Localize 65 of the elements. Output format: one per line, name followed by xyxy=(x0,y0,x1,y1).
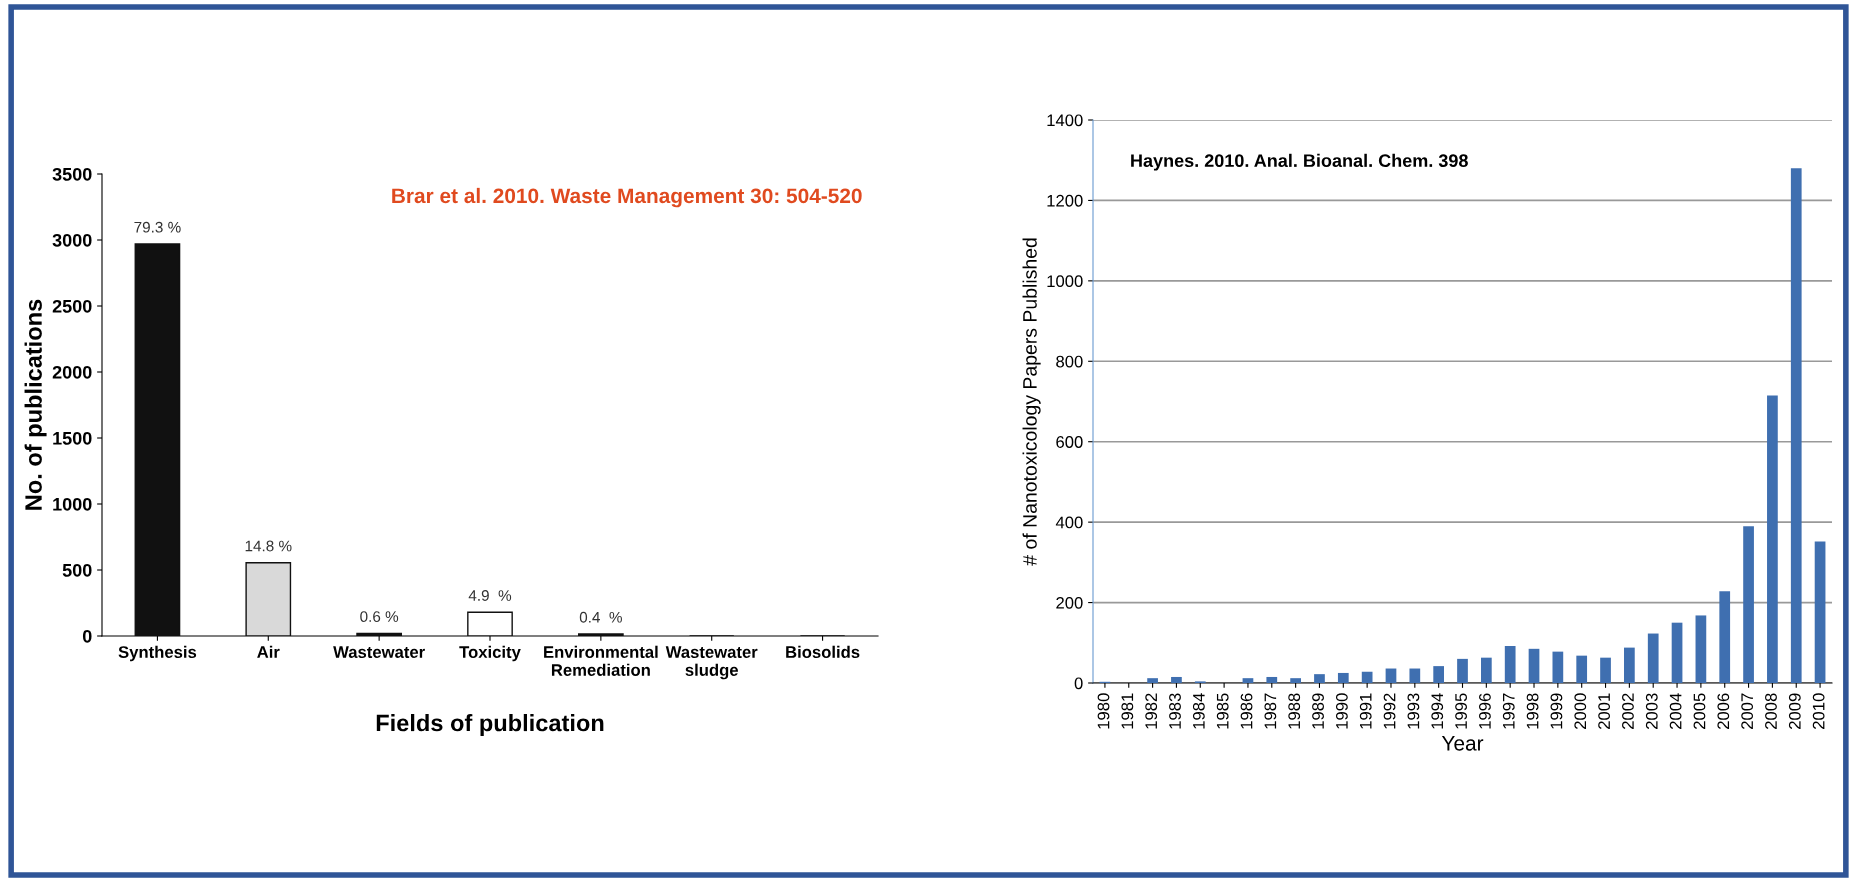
x-tick-label: 2009 xyxy=(1788,693,1801,729)
x-tick-label: 2002 xyxy=(1622,693,1634,729)
x-tick-label: 1996 xyxy=(1479,693,1491,729)
x-tick-label: 1988 xyxy=(1288,693,1301,729)
annotation: Brar et al. 2010. Waste Management 30: 504-520 xyxy=(392,187,862,208)
x-tick-label: 1981 xyxy=(1121,693,1134,729)
y-tick-label: 0 xyxy=(1074,677,1083,690)
x-tick-label: Toxicity xyxy=(459,645,521,662)
y-tick-label: 3000 xyxy=(52,233,92,247)
y-tick-label: 1000 xyxy=(53,497,92,511)
x-axis-title: Fields of publication xyxy=(376,714,604,737)
annotation: 0.6 % xyxy=(360,611,399,623)
y-tick-label: 400 xyxy=(1055,516,1083,529)
y-tick-label: 800 xyxy=(1056,355,1083,368)
y-axis-title: # of Nanotoxicology Papers Published xyxy=(1022,238,1041,566)
x-tick-label: 1982 xyxy=(1145,693,1158,729)
y-tick-label: 1400 xyxy=(1047,114,1083,127)
x-tick-label: Environmental Remediation xyxy=(544,645,658,676)
annotation: 79.3 % xyxy=(134,221,181,233)
x-tick-label: 1992 xyxy=(1383,693,1396,729)
x-tick-label: Biosolids xyxy=(786,645,860,658)
x-tick-label: 2000 xyxy=(1574,693,1587,729)
annotation: Haynes. 2010. Anal. Bioanal. Chem. 398 xyxy=(1131,153,1468,171)
x-tick-label: 2007 xyxy=(1741,693,1754,729)
x-tick-label: 1985 xyxy=(1216,693,1229,729)
x-tick-label: Synthesis xyxy=(118,645,197,662)
x-tick-label: 1984 xyxy=(1192,693,1205,729)
x-tick-label: 1983 xyxy=(1169,693,1181,729)
x-tick-label: 1989 xyxy=(1312,693,1324,729)
x-tick-label: 1993 xyxy=(1407,693,1420,729)
x-tick-label: 1994 xyxy=(1431,693,1444,729)
x-axis-title: Year xyxy=(1441,736,1484,751)
y-tick-label: 0 xyxy=(82,629,92,643)
y-tick-label: 1000 xyxy=(1047,275,1083,288)
y-tick-label: 2500 xyxy=(52,299,92,313)
x-tick-label: 1986 xyxy=(1240,693,1253,729)
x-tick-label: 2008 xyxy=(1765,693,1777,729)
x-tick-label: 2001 xyxy=(1598,693,1611,729)
x-tick-label: Air xyxy=(257,645,280,658)
y-tick-label: 1500 xyxy=(53,431,92,445)
y-tick-label: 1200 xyxy=(1047,194,1083,207)
x-tick-label: 2010 xyxy=(1812,693,1825,729)
y-tick-label: 3500 xyxy=(52,167,92,181)
x-tick-label: 1990 xyxy=(1335,693,1348,729)
x-tick-label: 1987 xyxy=(1264,693,1277,729)
x-tick-label: 1999 xyxy=(1550,693,1563,729)
y-axis-title: No. of publications xyxy=(24,299,47,510)
annotation: 0.4 % xyxy=(579,611,622,623)
y-tick-label: 500 xyxy=(62,563,92,577)
x-tick-label: 1991 xyxy=(1359,693,1372,729)
x-tick-label: 1998 xyxy=(1526,693,1539,729)
y-tick-label: 2000 xyxy=(52,365,92,379)
x-tick-label: 2006 xyxy=(1717,693,1730,729)
x-tick-label: Wastewater xyxy=(333,646,425,658)
x-tick-label: 1997 xyxy=(1502,693,1515,729)
x-tick-label: 1980 xyxy=(1097,693,1110,729)
y-tick-label: 200 xyxy=(1056,596,1083,609)
y-tick-label: 600 xyxy=(1056,436,1083,448)
x-tick-label: Wastewater sludge xyxy=(665,646,758,680)
x-tick-label: 2005 xyxy=(1693,693,1706,729)
x-tick-label: 2003 xyxy=(1645,693,1658,729)
annotation: 14.8 % xyxy=(245,540,292,552)
annotation: 4.9 % xyxy=(468,590,512,601)
x-tick-label: 2004 xyxy=(1669,693,1682,729)
x-tick-label: 1995 xyxy=(1455,693,1467,729)
